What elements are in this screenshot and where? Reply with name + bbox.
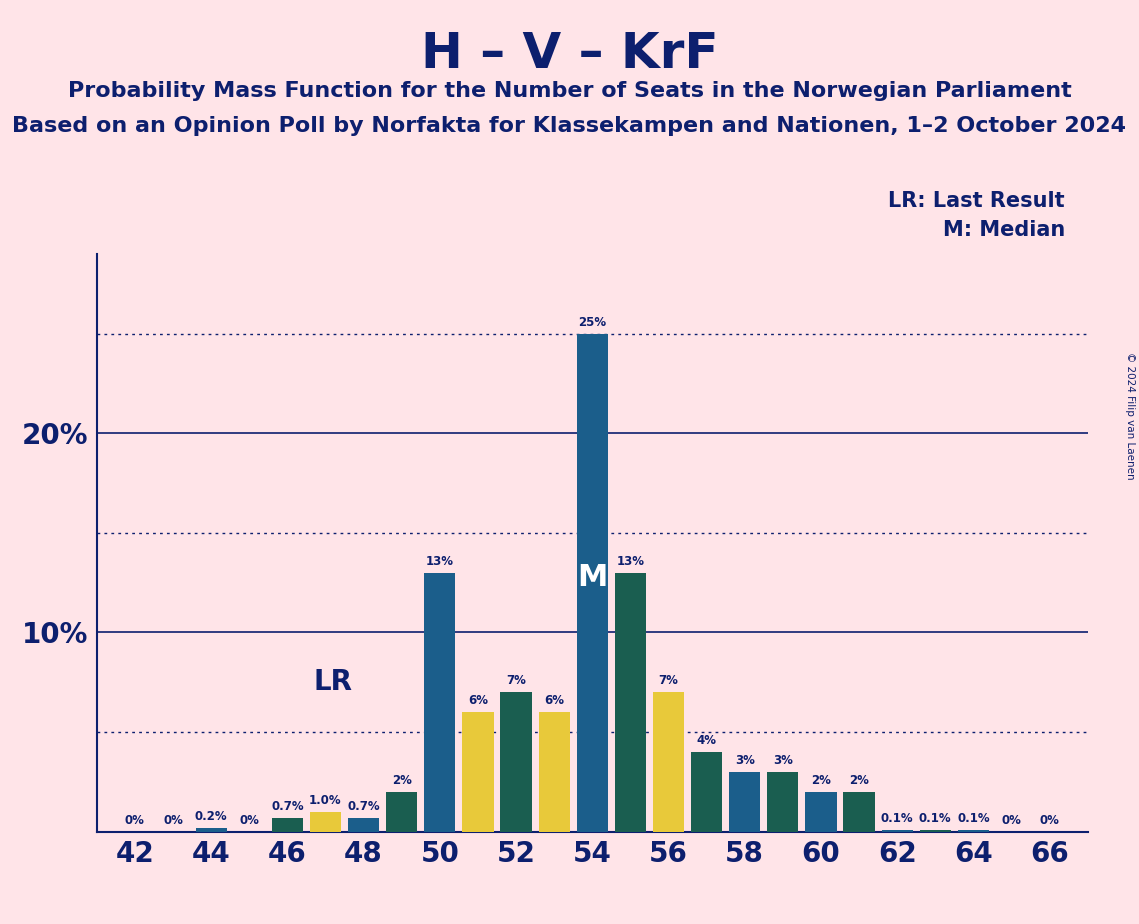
Bar bbox=[576, 334, 608, 832]
Bar bbox=[462, 712, 493, 832]
Text: 3%: 3% bbox=[773, 754, 793, 767]
Text: © 2024 Filip van Laenen: © 2024 Filip van Laenen bbox=[1125, 352, 1134, 480]
Text: 0%: 0% bbox=[1001, 814, 1022, 827]
Text: 6%: 6% bbox=[468, 694, 487, 707]
Bar bbox=[882, 830, 912, 832]
Bar bbox=[958, 830, 989, 832]
Text: Based on an Opinion Poll by Norfakta for Klassekampen and Nationen, 1–2 October : Based on an Opinion Poll by Norfakta for… bbox=[13, 116, 1126, 137]
Text: 7%: 7% bbox=[658, 675, 679, 687]
Bar bbox=[805, 792, 836, 832]
Text: 2%: 2% bbox=[392, 773, 411, 787]
Text: 13%: 13% bbox=[616, 554, 645, 567]
Bar bbox=[272, 818, 303, 832]
Bar bbox=[919, 830, 951, 832]
Text: M: M bbox=[577, 563, 607, 591]
Bar bbox=[349, 818, 379, 832]
Bar bbox=[424, 573, 456, 832]
Bar bbox=[539, 712, 570, 832]
Bar bbox=[615, 573, 646, 832]
Text: 0.1%: 0.1% bbox=[880, 811, 913, 824]
Text: 25%: 25% bbox=[579, 316, 606, 329]
Bar bbox=[691, 752, 722, 832]
Bar bbox=[310, 811, 341, 832]
Bar bbox=[386, 792, 417, 832]
Text: LR: LR bbox=[313, 668, 353, 696]
Text: H – V – KrF: H – V – KrF bbox=[420, 30, 719, 78]
Text: 0%: 0% bbox=[1040, 814, 1059, 827]
Text: M: Median: M: Median bbox=[943, 220, 1065, 240]
Text: 0%: 0% bbox=[239, 814, 260, 827]
Text: 0%: 0% bbox=[163, 814, 183, 827]
Text: 1.0%: 1.0% bbox=[309, 794, 342, 807]
Text: 0.1%: 0.1% bbox=[919, 811, 951, 824]
Text: 2%: 2% bbox=[850, 773, 869, 787]
Text: 6%: 6% bbox=[544, 694, 564, 707]
Text: 0.2%: 0.2% bbox=[195, 809, 228, 822]
Text: 2%: 2% bbox=[811, 773, 830, 787]
Text: 3%: 3% bbox=[735, 754, 755, 767]
Text: LR: Last Result: LR: Last Result bbox=[888, 191, 1065, 212]
Bar bbox=[196, 828, 227, 832]
Text: 4%: 4% bbox=[697, 734, 716, 747]
Bar bbox=[768, 772, 798, 832]
Text: 0.1%: 0.1% bbox=[957, 811, 990, 824]
Bar bbox=[500, 692, 532, 832]
Text: 0.7%: 0.7% bbox=[271, 799, 304, 813]
Bar bbox=[729, 772, 761, 832]
Bar bbox=[844, 792, 875, 832]
Text: 13%: 13% bbox=[426, 554, 453, 567]
Text: 0.7%: 0.7% bbox=[347, 799, 380, 813]
Bar bbox=[653, 692, 685, 832]
Text: 0%: 0% bbox=[125, 814, 145, 827]
Text: 7%: 7% bbox=[506, 675, 526, 687]
Text: Probability Mass Function for the Number of Seats in the Norwegian Parliament: Probability Mass Function for the Number… bbox=[67, 81, 1072, 102]
